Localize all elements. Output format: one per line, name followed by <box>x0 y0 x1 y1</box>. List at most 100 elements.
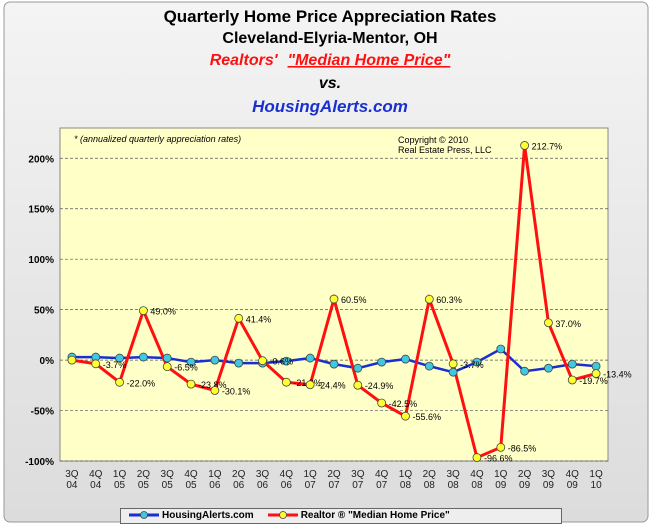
data-label: -55.6% <box>412 412 441 422</box>
point <box>67 355 77 365</box>
point <box>544 363 553 373</box>
copyright: Copyright © 2010 Real Estate Press, LLC <box>398 135 492 155</box>
x-tick-label: 3Q 09 <box>541 469 556 491</box>
legend-label: HousingAlerts.com <box>162 510 254 521</box>
legend-swatch <box>129 511 159 520</box>
data-label: 60.5% <box>341 295 367 305</box>
x-tick-label: 4Q 09 <box>565 469 579 491</box>
x-tick-label: 2Q 06 <box>232 469 246 491</box>
y-tick-label: -50% <box>31 407 54 418</box>
point <box>305 380 315 390</box>
data-label: -24.4% <box>317 381 346 391</box>
y-tick-label: 100% <box>28 255 54 266</box>
data-label: -30.1% <box>222 386 251 396</box>
point <box>162 353 172 363</box>
x-tick-label: 1Q 09 <box>494 469 508 491</box>
point <box>377 357 387 367</box>
point <box>520 141 530 150</box>
point <box>186 357 196 367</box>
x-tick-label: 2Q 07 <box>327 469 341 491</box>
data-label: 41.4% <box>246 314 272 324</box>
legend-item: HousingAlerts.com <box>129 509 254 523</box>
point <box>424 294 434 304</box>
data-label: -22.0% <box>127 378 156 388</box>
point <box>591 369 601 379</box>
data-label: -6.5% <box>174 363 198 373</box>
x-tick-label: 3Q 06 <box>255 469 270 491</box>
x-tick-label: 1Q 05 <box>112 469 127 491</box>
x-tick-label: 3Q 04 <box>65 469 79 491</box>
point <box>496 344 506 354</box>
point <box>115 377 124 387</box>
point <box>305 353 315 363</box>
point <box>281 356 291 366</box>
x-tick-label: 2Q 08 <box>422 469 436 491</box>
x-tick-label: 1Q 06 <box>208 469 222 491</box>
point <box>210 355 220 365</box>
data-label: -0.6% <box>270 357 294 367</box>
chart-title: Quarterly Home Price Appreciation Rates <box>164 7 497 26</box>
x-tick-label: 4Q 07 <box>374 469 389 491</box>
x-tick-label: 1Q 07 <box>303 469 317 491</box>
vs: vs. <box>319 75 341 92</box>
point <box>162 362 172 372</box>
point <box>234 313 244 323</box>
point <box>138 306 148 316</box>
x-tick-label: 2Q 09 <box>517 469 532 491</box>
data-label: -86.5% <box>508 443 537 453</box>
point <box>472 453 482 462</box>
point <box>401 354 410 364</box>
legend-marker <box>278 511 287 520</box>
point <box>329 294 339 304</box>
point <box>448 359 458 369</box>
point <box>258 356 267 366</box>
x-tick-label: 2Q 05 <box>136 469 151 491</box>
point <box>91 359 101 369</box>
point <box>448 367 458 377</box>
x-tick-label: 4Q 04 <box>89 469 103 491</box>
x-tick-label: 4Q 06 <box>279 469 294 491</box>
chart-subtitle: Cleveland-Elyria-Mentor, OH <box>222 30 437 47</box>
legend-marker <box>140 511 148 520</box>
data-label: 60.3% <box>436 295 462 305</box>
data-label: -19.7% <box>579 376 608 386</box>
legend-label: Realtor ® "Median Home Price" <box>300 510 450 521</box>
point <box>115 353 124 363</box>
y-tick-label: 50% <box>34 306 54 317</box>
data-label: 37.0% <box>555 319 581 329</box>
legend-swatch <box>267 511 298 520</box>
point <box>138 352 148 362</box>
y-tick-label: 150% <box>28 205 54 216</box>
point <box>472 357 482 367</box>
data-label: -3.7% <box>460 360 484 370</box>
blue-title: HousingAlerts.com <box>252 97 408 116</box>
data-label: 212.7% <box>532 141 563 151</box>
x-tick-label: 4Q 08 <box>470 469 484 491</box>
y-tick-label: -100% <box>25 457 54 468</box>
point <box>496 442 506 452</box>
point <box>401 411 410 421</box>
red-title-2: "Median Home Price" <box>288 52 451 69</box>
y-tick-label: 0% <box>40 356 55 367</box>
point <box>353 363 363 373</box>
point <box>567 359 577 369</box>
point <box>544 318 553 328</box>
point <box>210 386 220 395</box>
x-tick-label: 1Q 10 <box>589 469 603 491</box>
point <box>567 375 577 385</box>
point <box>281 377 291 387</box>
red-title: Realtors' "Median Home Price" <box>210 52 451 69</box>
data-label: -13.4% <box>603 370 632 380</box>
x-tick-label: 3Q 08 <box>446 469 460 491</box>
x-tick-label: 3Q 07 <box>351 469 365 491</box>
point <box>186 379 196 389</box>
legend-item: Realtor ® "Median Home Price" <box>267 509 450 523</box>
data-label: -24.9% <box>365 381 394 391</box>
point <box>329 359 339 369</box>
data-label: 49.0% <box>150 307 176 317</box>
data-label: -3.7% <box>103 360 127 370</box>
point <box>424 361 434 371</box>
point <box>353 380 363 390</box>
